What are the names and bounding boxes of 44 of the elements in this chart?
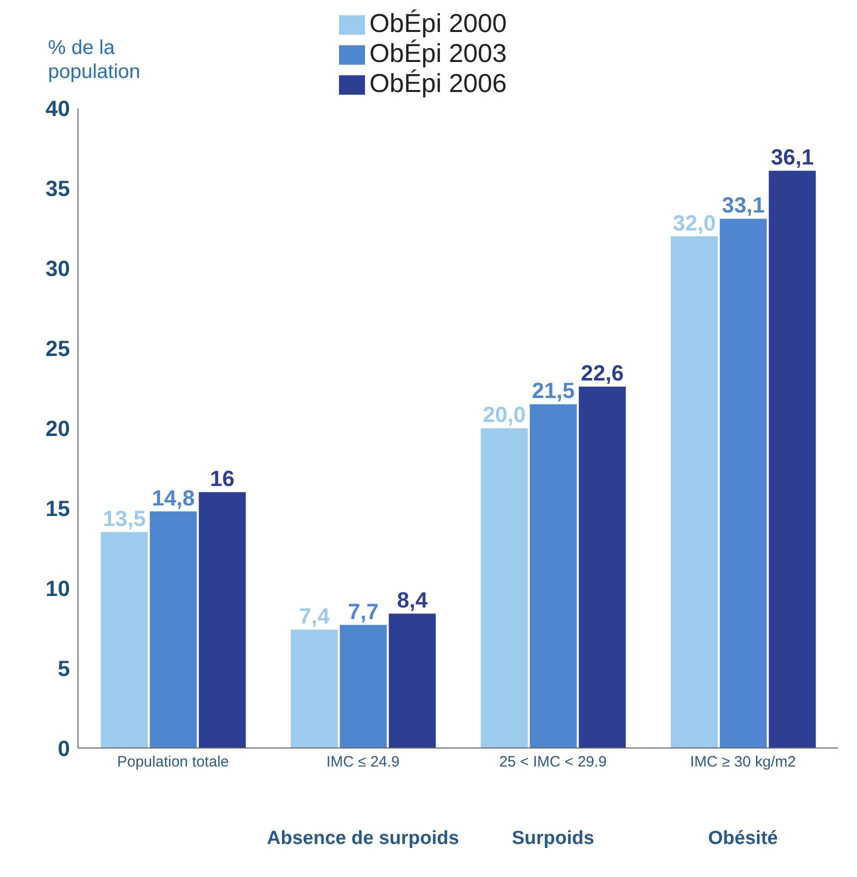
text: Obésité bbox=[707, 828, 779, 850]
y-tick-label: 5 bbox=[58, 656, 70, 681]
data-label: 22,6 bbox=[580, 360, 624, 386]
bar bbox=[670, 236, 718, 748]
y-tick-label: 10 bbox=[46, 576, 70, 601]
data-label: 13,5 bbox=[102, 506, 146, 532]
y-tick-label: 15 bbox=[46, 496, 70, 521]
data-label: 36,1 bbox=[770, 144, 814, 170]
y-tick-label: 25 bbox=[46, 336, 70, 362]
data-label: 7,4 bbox=[299, 604, 330, 629]
bar bbox=[100, 532, 148, 748]
bar bbox=[480, 428, 528, 748]
data-label: 20,0 bbox=[482, 402, 526, 428]
bar bbox=[340, 624, 387, 748]
data-label: 8,4 bbox=[397, 588, 428, 613]
bar bbox=[578, 386, 626, 748]
bar bbox=[768, 170, 816, 748]
legend-label: ObÉpi 2006 bbox=[369, 68, 507, 98]
text: Absence de surpoids bbox=[266, 828, 460, 850]
bar bbox=[720, 218, 767, 748]
y-tick-label: 30 bbox=[46, 256, 70, 282]
y-tick-label: 20 bbox=[46, 416, 70, 441]
x-tick-label: IMC ≤ 24.9 bbox=[326, 754, 400, 771]
y-tick-label: 35 bbox=[46, 176, 70, 202]
x-tick-label: 25 < IMC < 29.9 bbox=[499, 754, 607, 771]
data-label: 33,1 bbox=[722, 192, 765, 218]
x-tick-label: Population totale bbox=[117, 754, 229, 771]
bar bbox=[290, 630, 338, 748]
y-tick-label: 0 bbox=[58, 736, 70, 761]
data-label: 14,8 bbox=[152, 485, 195, 510]
bar bbox=[530, 404, 577, 748]
bar bbox=[198, 492, 246, 748]
bar bbox=[388, 614, 436, 748]
legend-label: ObÉpi 2003 bbox=[369, 38, 507, 68]
data-label: 7,7 bbox=[348, 598, 379, 624]
y-tick-label: 40 bbox=[46, 96, 70, 122]
data-label: 32,0 bbox=[672, 210, 716, 236]
x-tick-label: IMC ≥ 30 kg/m2 bbox=[690, 754, 796, 771]
data-label: 16 bbox=[210, 466, 235, 492]
legend-label: ObÉpi 2000 bbox=[369, 8, 507, 38]
text: Surpoids bbox=[512, 828, 594, 849]
data-label: 21,5 bbox=[532, 378, 575, 404]
bar bbox=[150, 511, 197, 748]
y-axis-title: % de la population bbox=[48, 36, 142, 84]
